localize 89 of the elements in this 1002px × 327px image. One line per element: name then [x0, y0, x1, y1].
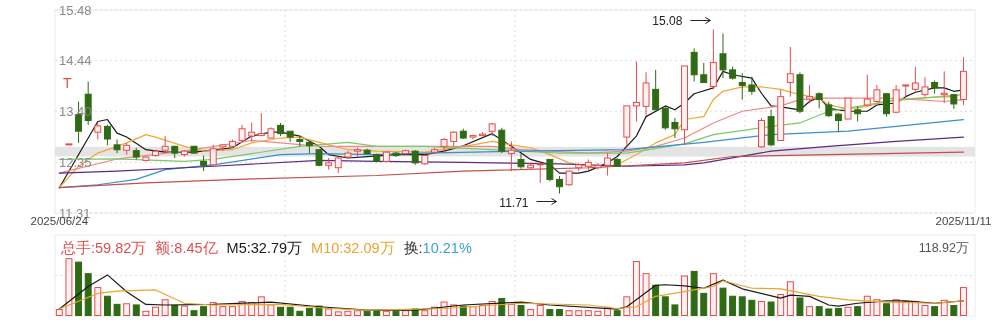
bar [767, 301, 775, 316]
bar [94, 287, 102, 316]
bar [796, 297, 804, 316]
bar [960, 287, 967, 316]
bar [681, 275, 688, 316]
annotation: T [63, 75, 72, 92]
bar [671, 304, 679, 316]
bar [632, 261, 640, 316]
bar [815, 306, 823, 316]
bar [200, 306, 208, 316]
bar [190, 310, 198, 316]
bar [806, 306, 814, 316]
bar [277, 306, 285, 316]
bar [171, 305, 179, 316]
bar [613, 310, 621, 316]
text: 总手:59.82万 [60, 240, 147, 256]
bar [84, 273, 92, 316]
bar [825, 308, 833, 316]
bar [921, 305, 929, 316]
bar [305, 307, 313, 316]
bar [546, 309, 554, 316]
bar [786, 281, 794, 316]
line-series [58, 151, 965, 189]
annotation: 15.08 [652, 14, 683, 29]
bar [219, 306, 227, 316]
bar [719, 287, 727, 316]
bar [180, 305, 188, 316]
bar [652, 284, 660, 316]
bar [777, 294, 785, 316]
bar [296, 310, 304, 316]
bar [382, 310, 390, 316]
text: 换:10.21% [403, 240, 472, 256]
bar [748, 299, 756, 316]
bar [267, 304, 275, 316]
bar [392, 310, 400, 316]
text: 118.92万 [918, 241, 969, 255]
bar [950, 305, 958, 316]
bar [421, 310, 429, 316]
bar [700, 292, 708, 316]
bar [661, 296, 669, 316]
bar [854, 306, 862, 316]
bar [709, 273, 717, 316]
bar [65, 258, 73, 316]
bar [883, 303, 890, 316]
bar [584, 310, 592, 316]
bar [113, 303, 121, 316]
bar [556, 309, 563, 316]
x-tick-label: 2025/11/11 [935, 215, 992, 227]
bar [758, 300, 765, 316]
bar [123, 303, 131, 316]
text: 额:8.45亿 [155, 240, 218, 256]
bar [132, 304, 140, 316]
bar [594, 310, 602, 316]
bar [325, 308, 333, 316]
bar [286, 306, 294, 316]
bar [565, 310, 573, 316]
bar [402, 310, 410, 316]
bar [536, 305, 544, 316]
y-tick-label: 14.44 [59, 53, 92, 69]
bar [75, 261, 83, 316]
bar [729, 295, 737, 316]
bar [354, 310, 361, 316]
bar [152, 306, 159, 316]
bar [844, 306, 852, 316]
bar [690, 270, 698, 316]
annotation: 11.71 [499, 195, 529, 210]
bar [517, 305, 525, 316]
bar [142, 310, 150, 316]
bar [834, 307, 842, 316]
bar [344, 310, 352, 316]
bar [931, 306, 939, 316]
y-tick-label: 15.48 [59, 2, 92, 18]
line-series [58, 136, 965, 174]
bar [363, 310, 371, 316]
bar [873, 299, 881, 316]
bar [738, 296, 746, 316]
bar [229, 306, 236, 316]
bar [940, 299, 948, 316]
bar [642, 273, 650, 316]
bar [469, 306, 477, 316]
bar [527, 309, 535, 316]
bar [373, 310, 381, 316]
bar [507, 303, 515, 316]
bar [55, 309, 63, 316]
bar [103, 295, 111, 316]
text: M5:32.79万 [226, 240, 303, 256]
bar [575, 310, 583, 316]
bar [334, 311, 342, 316]
text: M10:32.09万 [311, 240, 395, 256]
